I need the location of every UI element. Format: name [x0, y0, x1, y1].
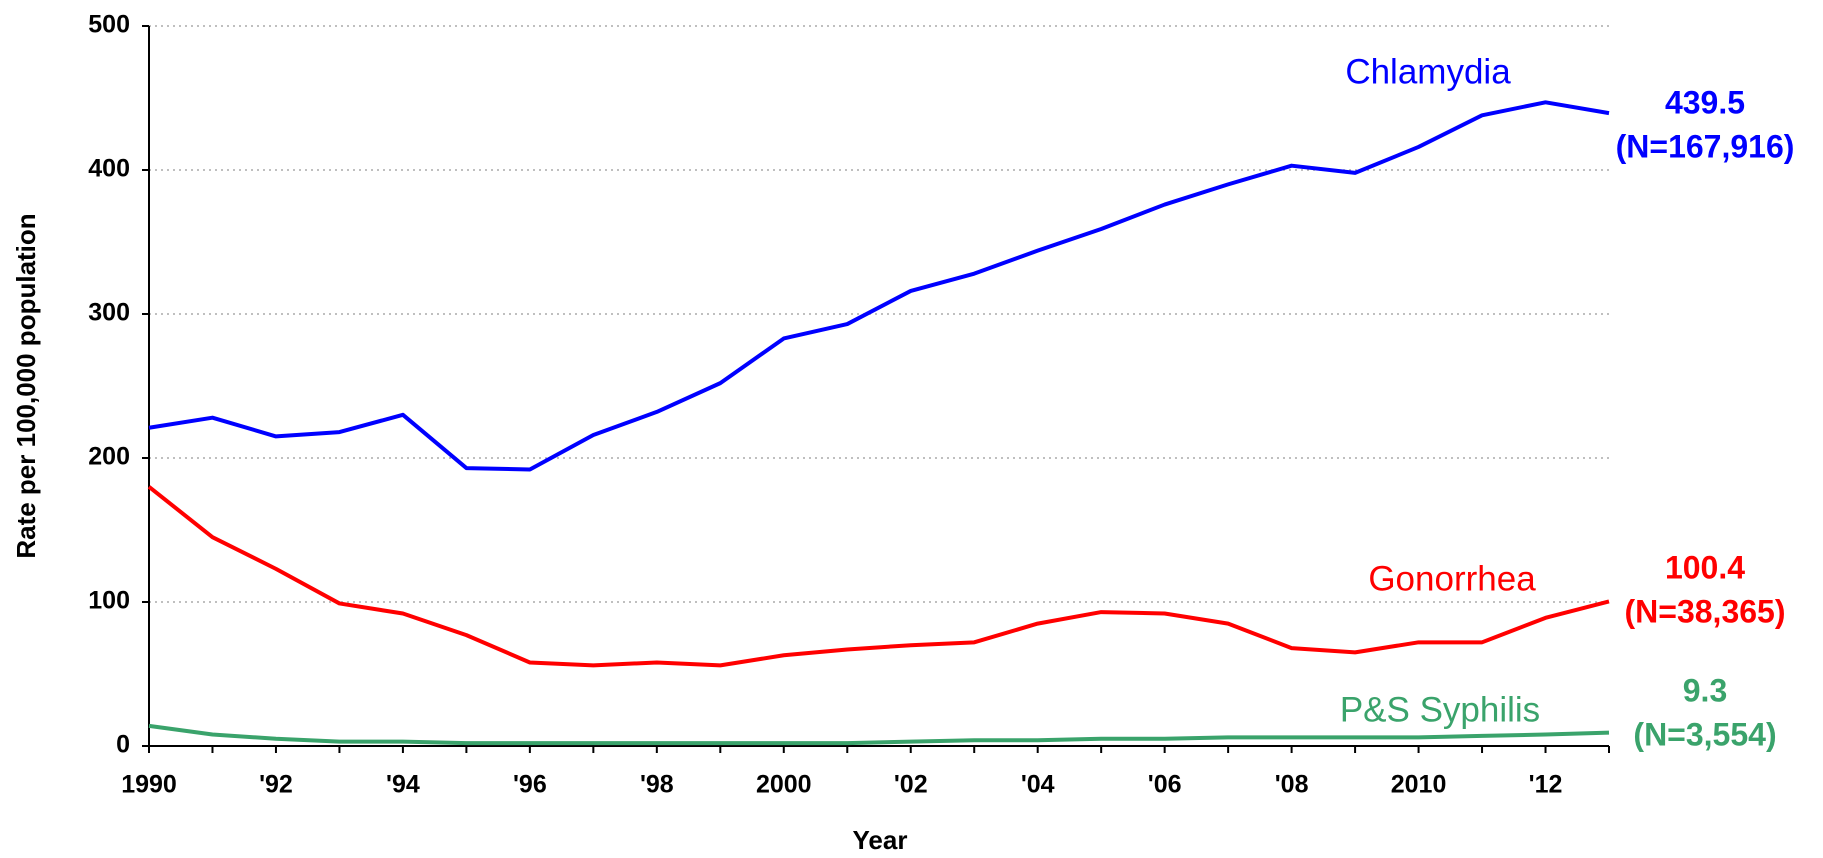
series-line [148, 100, 1610, 472]
x-tick-label: '92 [259, 771, 293, 799]
x-tick-label: '96 [513, 771, 547, 799]
x-tick-label: '12 [1529, 771, 1563, 799]
series-name: Gonorrhea [1368, 559, 1536, 598]
x-axis-title: Year [853, 825, 908, 855]
y-axis-title: Rate per 100,000 population [11, 213, 41, 558]
x-tick-label: '04 [1021, 771, 1055, 799]
x-tick-label: '98 [640, 771, 674, 799]
x-tick-label: '08 [1275, 771, 1309, 799]
x-tick-label: 2000 [756, 771, 812, 799]
x-tick-label: '06 [1148, 771, 1182, 799]
end-label: (N=3,554) [1633, 716, 1776, 752]
end-label: 439.5 [1665, 84, 1745, 120]
end-label: 100.4 [1665, 549, 1745, 585]
y-tick-label: 200 [88, 443, 130, 471]
x-tick-label: 2010 [1391, 771, 1447, 799]
series-name: P&S Syphilis [1340, 690, 1540, 729]
y-tick-label: 400 [88, 155, 130, 183]
end-label: (N=38,365) [1625, 593, 1786, 629]
y-tick-label: 500 [88, 11, 130, 39]
y-tick-label: 0 [116, 731, 130, 759]
series-line [147, 485, 1610, 668]
x-tick-label: '02 [894, 771, 928, 799]
y-tick-label: 100 [88, 587, 130, 615]
y-tick-label: 300 [88, 299, 130, 327]
end-label: 9.3 [1683, 672, 1727, 708]
x-tick-label: '94 [386, 771, 420, 799]
series-name: Chlamydia [1345, 52, 1511, 91]
x-tick-label: 1990 [121, 771, 177, 799]
end-label: (N=167,916) [1616, 128, 1795, 164]
series-line [148, 723, 1610, 746]
